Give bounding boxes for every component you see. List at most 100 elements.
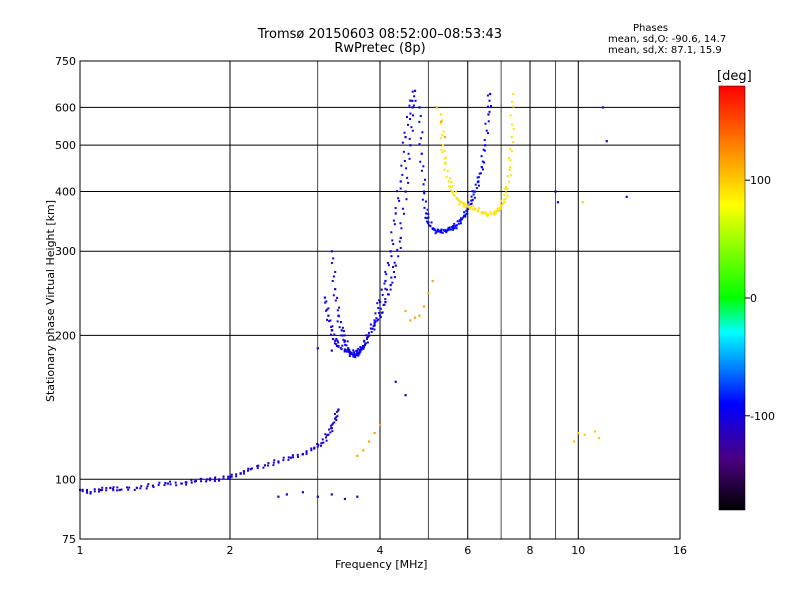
data-point bbox=[498, 207, 501, 210]
data-point bbox=[145, 487, 148, 490]
data-point bbox=[424, 200, 427, 203]
data-point bbox=[486, 132, 489, 135]
data-point bbox=[389, 288, 392, 291]
data-point bbox=[391, 281, 394, 284]
data-point bbox=[394, 207, 397, 210]
data-point bbox=[496, 207, 499, 210]
data-point bbox=[180, 482, 183, 485]
data-point bbox=[301, 452, 305, 456]
data-point bbox=[426, 220, 429, 223]
data-point bbox=[89, 491, 92, 494]
data-point bbox=[247, 467, 250, 470]
data-point bbox=[436, 228, 439, 231]
data-point bbox=[384, 300, 387, 304]
x-tick-label: 6 bbox=[464, 544, 471, 557]
data-point bbox=[593, 430, 597, 433]
data-point bbox=[473, 196, 476, 199]
data-point bbox=[373, 321, 376, 324]
data-point bbox=[490, 213, 493, 216]
data-points bbox=[79, 89, 628, 501]
data-point bbox=[462, 202, 465, 205]
data-point bbox=[419, 137, 422, 140]
data-point bbox=[469, 208, 472, 211]
data-point bbox=[333, 421, 336, 424]
data-point bbox=[348, 349, 351, 352]
data-point bbox=[456, 198, 459, 201]
data-point bbox=[442, 151, 445, 154]
data-point bbox=[360, 346, 363, 349]
data-point bbox=[379, 300, 382, 304]
data-point bbox=[348, 350, 351, 353]
data-point bbox=[405, 115, 408, 118]
data-point bbox=[450, 181, 453, 184]
data-point bbox=[333, 333, 336, 336]
data-point bbox=[356, 495, 359, 498]
data-point bbox=[435, 230, 438, 233]
data-point bbox=[485, 212, 488, 215]
data-point bbox=[330, 333, 333, 336]
data-point bbox=[419, 114, 422, 117]
data-point bbox=[133, 488, 136, 491]
data-point bbox=[267, 464, 270, 467]
data-point bbox=[209, 479, 212, 482]
x-tick-label: 10 bbox=[571, 544, 585, 557]
data-point bbox=[399, 246, 402, 249]
data-point bbox=[434, 232, 437, 235]
data-point bbox=[146, 485, 149, 488]
data-point bbox=[471, 190, 474, 193]
data-point bbox=[420, 152, 423, 155]
data-point bbox=[405, 198, 408, 201]
data-point bbox=[405, 167, 408, 170]
data-point bbox=[378, 311, 381, 314]
data-point bbox=[333, 412, 336, 415]
data-point bbox=[112, 486, 115, 489]
data-point bbox=[449, 177, 452, 180]
data-point bbox=[393, 261, 396, 264]
data-point bbox=[510, 136, 513, 139]
data-point bbox=[362, 345, 365, 348]
data-point bbox=[495, 212, 498, 215]
data-point bbox=[257, 464, 260, 467]
chart-title: Tromsø 20150603 08:52:00–08:53:43 bbox=[257, 27, 503, 42]
data-point bbox=[116, 489, 119, 492]
data-point bbox=[457, 222, 460, 225]
data-point bbox=[343, 497, 347, 501]
data-point bbox=[305, 450, 308, 453]
data-point bbox=[444, 229, 447, 232]
data-point bbox=[330, 427, 333, 430]
data-point bbox=[441, 144, 445, 147]
data-point bbox=[332, 294, 335, 297]
data-point bbox=[185, 483, 188, 486]
data-point bbox=[392, 219, 395, 222]
data-point bbox=[343, 339, 347, 342]
data-point bbox=[325, 439, 328, 442]
data-point bbox=[217, 478, 221, 481]
data-point bbox=[336, 296, 339, 299]
data-point bbox=[394, 380, 397, 383]
data-point bbox=[399, 222, 402, 225]
data-point bbox=[325, 300, 328, 303]
data-point bbox=[336, 309, 339, 312]
data-point bbox=[313, 446, 316, 449]
data-point bbox=[105, 486, 108, 489]
x-tick-label: 4 bbox=[377, 544, 384, 557]
data-point bbox=[453, 194, 456, 197]
data-point bbox=[340, 334, 343, 337]
data-point bbox=[385, 273, 388, 276]
data-point bbox=[455, 197, 458, 200]
data-point bbox=[412, 114, 415, 117]
data-point bbox=[454, 225, 457, 228]
data-point bbox=[429, 225, 432, 228]
data-point bbox=[400, 227, 403, 230]
data-point bbox=[310, 449, 313, 452]
data-point bbox=[504, 197, 507, 200]
data-point bbox=[452, 228, 455, 231]
data-point bbox=[463, 203, 466, 207]
data-point bbox=[380, 311, 383, 314]
data-point bbox=[391, 239, 394, 242]
data-point bbox=[321, 438, 324, 441]
data-point bbox=[401, 141, 404, 144]
data-point bbox=[140, 485, 143, 488]
data-point bbox=[367, 440, 371, 443]
data-point bbox=[427, 222, 430, 225]
